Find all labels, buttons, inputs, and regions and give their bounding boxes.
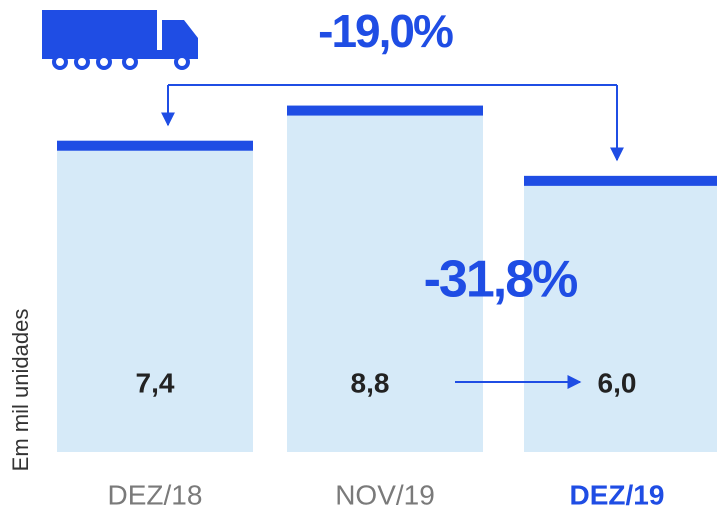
- value-label: 8,8: [351, 367, 390, 398]
- y-axis-label: Em mil unidades: [8, 309, 33, 472]
- truck-icon: [42, 10, 198, 70]
- bar-cap: [524, 175, 717, 186]
- bar-cap: [287, 105, 483, 116]
- value-label: 6,0: [598, 367, 637, 398]
- x-tick-label: NOV/19: [335, 479, 435, 510]
- bracket-arrow: [161, 84, 624, 389]
- bar-cap: [57, 140, 253, 151]
- annotation: -19,0%: [318, 5, 453, 57]
- bar: [287, 105, 483, 452]
- bar: [524, 175, 717, 453]
- x-tick-label: DEZ/19: [570, 479, 665, 510]
- x-tick-label: DEZ/18: [108, 479, 203, 510]
- value-label: 7,4: [136, 367, 175, 398]
- bar: [57, 140, 253, 453]
- annotation: -31,8%: [424, 251, 578, 309]
